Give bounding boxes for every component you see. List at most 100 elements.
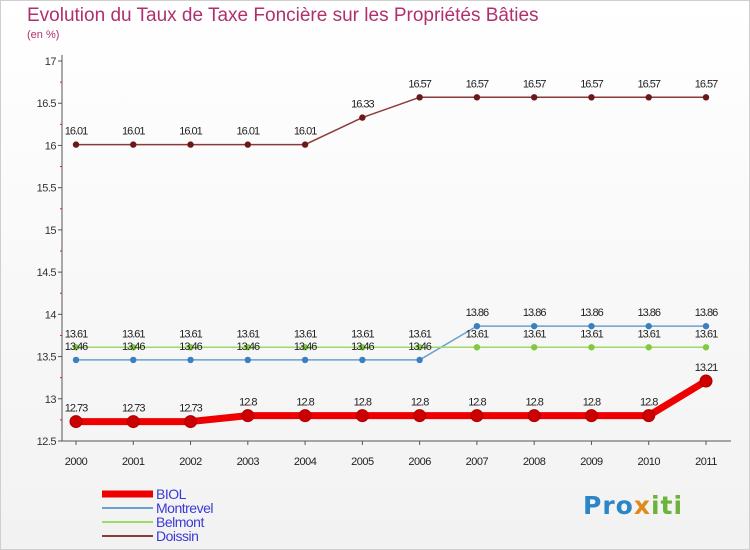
data-point-montrevel (416, 356, 423, 364)
data-label-biol: 12.73 (179, 403, 202, 415)
data-point-doissin (416, 94, 423, 101)
data-point-belmont (645, 344, 652, 351)
data-label-biol: 12.8 (468, 397, 486, 409)
data-point-montrevel (645, 322, 652, 330)
data-point-belmont (588, 344, 595, 351)
data-label-biol: 12.73 (65, 403, 88, 415)
data-point-belmont (702, 344, 710, 351)
data-label-belmont: 13.61 (351, 328, 374, 340)
data-point-doissin (530, 94, 538, 101)
data-point-biol (355, 409, 369, 423)
data-label-belmont: 13.61 (294, 328, 317, 340)
data-label-montrevel: 13.46 (351, 341, 374, 353)
data-label-montrevel: 13.86 (523, 307, 546, 319)
data-point-belmont (187, 344, 194, 351)
data-label-montrevel: 13.46 (122, 341, 145, 353)
series-line-montrevel (75, 325, 707, 361)
data-label-biol: 12.8 (239, 397, 257, 409)
series-montrevel (72, 322, 710, 364)
data-label-montrevel: 13.86 (580, 307, 603, 319)
x-tick-label: 2008 (523, 456, 546, 468)
x-tick-label: 2005 (351, 456, 374, 468)
data-point-montrevel (473, 322, 481, 330)
data-label-belmont: 13.61 (408, 328, 431, 340)
proxiti-logo: Proxiti (583, 491, 683, 520)
data-label-biol: 12.8 (640, 397, 658, 409)
data-label-doissin: 16.01 (237, 126, 260, 138)
data-label-belmont: 13.61 (637, 328, 660, 340)
data-point-biol (241, 409, 255, 423)
data-point-montrevel (359, 356, 366, 364)
data-point-belmont (301, 344, 309, 351)
data-label-montrevel: 13.46 (294, 341, 317, 353)
data-point-montrevel (187, 356, 194, 364)
series-line-doissin (75, 96, 707, 146)
data-point-doissin (702, 94, 710, 101)
data-point-biol (699, 374, 713, 388)
data-point-biol (413, 409, 427, 423)
logo-text-part1: Pro (583, 491, 634, 520)
y-tick-label: 14.5 (37, 267, 57, 279)
y-tick-label: 17 (45, 56, 57, 68)
data-label-belmont: 13.61 (523, 328, 546, 340)
data-label-belmont: 13.61 (65, 328, 88, 340)
data-point-montrevel (301, 356, 309, 364)
data-label-biol: 12.8 (525, 397, 543, 409)
data-point-doissin (473, 94, 481, 101)
data-label-doissin: 16.57 (637, 78, 660, 90)
data-point-montrevel (588, 322, 595, 330)
data-label-montrevel: 13.86 (637, 307, 660, 319)
data-label-belmont: 13.61 (695, 328, 718, 340)
data-label-doissin: 16.57 (695, 78, 718, 90)
data-label-montrevel: 13.46 (237, 341, 260, 353)
data-label-biol: 12.8 (296, 397, 314, 409)
data-point-biol (184, 415, 198, 429)
series-line-biol (72, 377, 710, 426)
x-tick-label: 2010 (637, 456, 660, 468)
data-label-biol: 12.8 (354, 397, 372, 409)
data-point-biol (298, 409, 312, 423)
y-tick-label: 12.5 (37, 436, 57, 448)
data-label-doissin: 16.57 (408, 78, 431, 90)
x-tick-label: 2001 (122, 456, 145, 468)
data-label-belmont: 13.61 (237, 328, 260, 340)
data-point-belmont (244, 344, 252, 351)
data-label-biol: 13.21 (695, 362, 718, 374)
data-label-belmont: 13.61 (122, 328, 145, 340)
series-doissin (72, 94, 710, 148)
data-point-belmont (130, 344, 137, 351)
chart-title: Evolution du Taux de Taxe Foncière sur l… (27, 5, 539, 26)
logo-text-part2: x (633, 491, 651, 520)
data-point-doissin (72, 141, 80, 148)
data-label-belmont: 13.61 (466, 328, 489, 340)
data-label-montrevel: 13.46 (179, 341, 202, 353)
legend-label-belmont: Belmont (156, 514, 204, 530)
x-tick-label: 2006 (408, 456, 431, 468)
series-belmont (72, 344, 710, 351)
data-label-doissin: 16.57 (580, 78, 603, 90)
data-point-belmont (416, 344, 423, 351)
data-label-doissin: 16.57 (523, 78, 546, 90)
data-point-montrevel (702, 322, 710, 330)
y-tick-label: 15.5 (37, 183, 57, 195)
data-point-biol (69, 415, 83, 429)
x-tick-label: 2003 (237, 456, 260, 468)
data-label-doissin: 16.01 (122, 126, 145, 138)
data-point-belmont (359, 344, 366, 351)
data-label-doissin: 16.01 (65, 126, 88, 138)
legend-label-montrevel: Montrevel (156, 500, 213, 516)
logo-text-part3: iti (650, 491, 684, 520)
data-point-belmont (530, 344, 538, 351)
data-point-belmont (473, 344, 481, 351)
unit-label: (en %) (27, 29, 60, 41)
data-point-biol (642, 409, 656, 423)
y-tick-label: 16 (45, 140, 57, 152)
x-tick-label: 2000 (65, 456, 88, 468)
data-label-belmont: 13.61 (179, 328, 202, 340)
series-biol (69, 374, 713, 429)
x-tick-label: 2002 (179, 456, 202, 468)
x-tick-label: 2009 (580, 456, 603, 468)
x-tick-label: 2007 (466, 456, 489, 468)
